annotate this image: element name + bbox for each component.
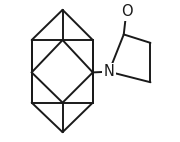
Text: O: O (121, 4, 132, 19)
Text: N: N (103, 64, 114, 79)
